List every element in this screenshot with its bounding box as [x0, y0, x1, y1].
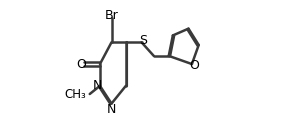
Text: CH₃: CH₃	[64, 88, 86, 100]
Text: N: N	[92, 79, 102, 92]
Text: N: N	[107, 103, 116, 116]
Text: O: O	[76, 58, 86, 71]
Text: O: O	[189, 59, 199, 72]
Text: S: S	[139, 34, 147, 47]
Text: Br: Br	[105, 8, 118, 22]
